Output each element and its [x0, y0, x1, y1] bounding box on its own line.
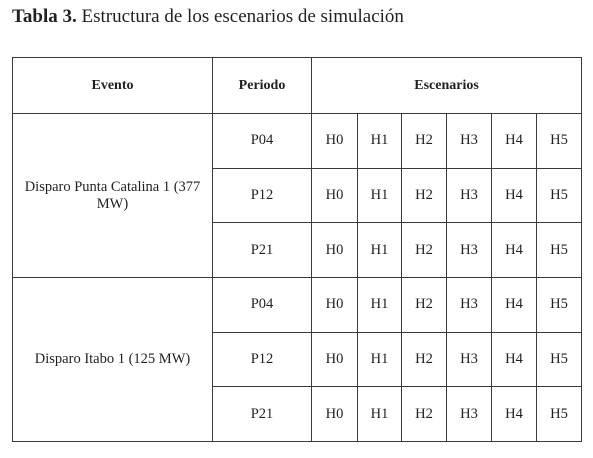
event-cell: Disparo Punta Catalina 1 (377 MW): [12, 112, 213, 279]
period-cell: P04: [212, 113, 312, 169]
period-cell: P21: [212, 222, 312, 279]
scenario-cell: H4: [491, 277, 537, 333]
scenario-cell: H0: [311, 331, 358, 388]
table-row: P12 H0 H1 H2 H3 H4 H5: [13, 167, 583, 224]
scenario-cell: H4: [491, 331, 537, 388]
scenario-cell: H4: [491, 386, 537, 443]
scenario-cell: H5: [535, 386, 583, 443]
scenario-cell: H1: [357, 113, 402, 169]
scenario-cell: H3: [446, 222, 492, 279]
scenario-cell: H0: [311, 277, 358, 333]
scenario-cell: H4: [491, 113, 537, 169]
scenario-cell: H0: [311, 113, 358, 169]
scenario-cell: H0: [311, 386, 358, 443]
table-row: P12 H0 H1 H2 H3 H4 H5: [13, 331, 583, 388]
period-cell: P12: [212, 167, 312, 224]
event-cell: Disparo Itabo 1 (125 MW): [12, 277, 213, 443]
header-cell: Evento: [12, 57, 213, 114]
period-cell: P12: [212, 331, 312, 388]
scenario-cell: H3: [446, 331, 492, 388]
period-cell: P21: [212, 386, 312, 443]
scenario-cell: H2: [401, 331, 447, 388]
header-cell: Escenarios: [310, 57, 583, 114]
scenario-cell: H1: [357, 331, 402, 388]
scenario-cell: H3: [446, 277, 492, 333]
scenario-cell: H2: [401, 386, 447, 443]
scenario-cell: H5: [535, 277, 583, 333]
scenario-cell: H3: [446, 113, 492, 169]
header-row: Evento Periodo Escenarios: [12, 57, 583, 114]
period-cell: P04: [212, 277, 312, 333]
scenario-cell: H3: [446, 386, 492, 443]
scenario-cell: H5: [535, 331, 583, 388]
table-row: Disparo Punta Catalina 1 (377 MW) P04 H0 H1…: [12, 112, 583, 279]
scenario-cell: H0: [311, 167, 358, 224]
scenario-cell: H2: [401, 222, 447, 279]
table-body: Disparo Punta Catalina 1 (377 MW) P04 H0 H1…: [12, 112, 583, 443]
scenario-cell: H4: [491, 167, 537, 224]
scenario-cell: H4: [491, 222, 537, 279]
caption-text: Estructura de los escenarios de simulaci…: [81, 6, 404, 27]
table-row: P21 H0 H1 H2 H3 H4 H5: [13, 386, 583, 443]
scenario-cell: H0: [311, 222, 358, 279]
scenario-cell: H1: [357, 277, 402, 333]
caption-label: Tabla 3.: [12, 6, 77, 27]
scenario-cell: H5: [535, 167, 583, 224]
table: Evento Periodo Escenarios Disparo Punta …: [12, 57, 583, 443]
table-caption: Tabla 3. Estructura de los escenarios de…: [12, 6, 404, 28]
scenario-cell: H1: [357, 167, 402, 224]
scenario-cell: H2: [401, 113, 447, 169]
scenario-cell: H2: [401, 277, 447, 333]
scenario-cell: H5: [535, 113, 583, 169]
table-row: P21 H0 H1 H2 H3 H4 H5: [13, 222, 583, 279]
scenario-cell: H3: [446, 167, 492, 224]
scenario-cell: H1: [357, 222, 402, 279]
header-cell: Periodo: [212, 57, 312, 114]
scenario-cell: H5: [535, 222, 583, 279]
table-row: Disparo Itabo 1 (125 MW) P04 H0 H1 H2 H3 H4 H5: [12, 277, 583, 443]
scenario-cell: H2: [401, 167, 447, 224]
scenario-cell: H1: [357, 386, 402, 443]
